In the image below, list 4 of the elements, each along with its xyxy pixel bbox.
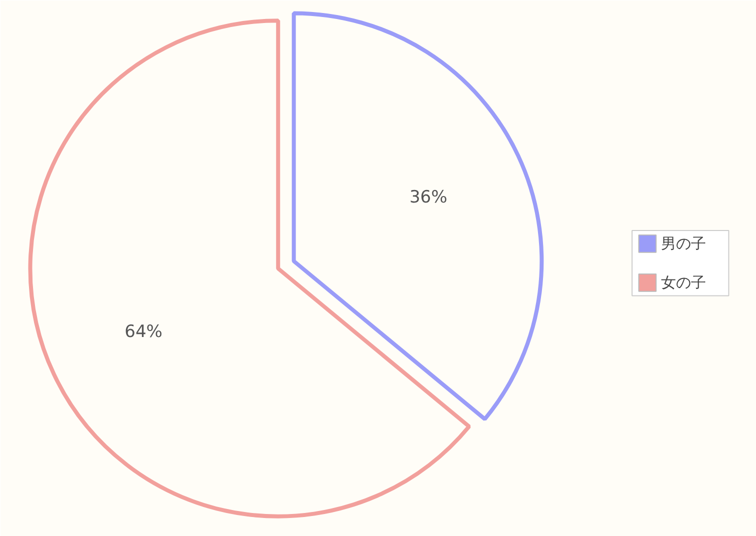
- data-label: 36%: [409, 188, 448, 208]
- legend-label: 女の子: [661, 274, 706, 292]
- data-label: 64%: [124, 322, 162, 342]
- legend-label: 男の子: [661, 234, 706, 253]
